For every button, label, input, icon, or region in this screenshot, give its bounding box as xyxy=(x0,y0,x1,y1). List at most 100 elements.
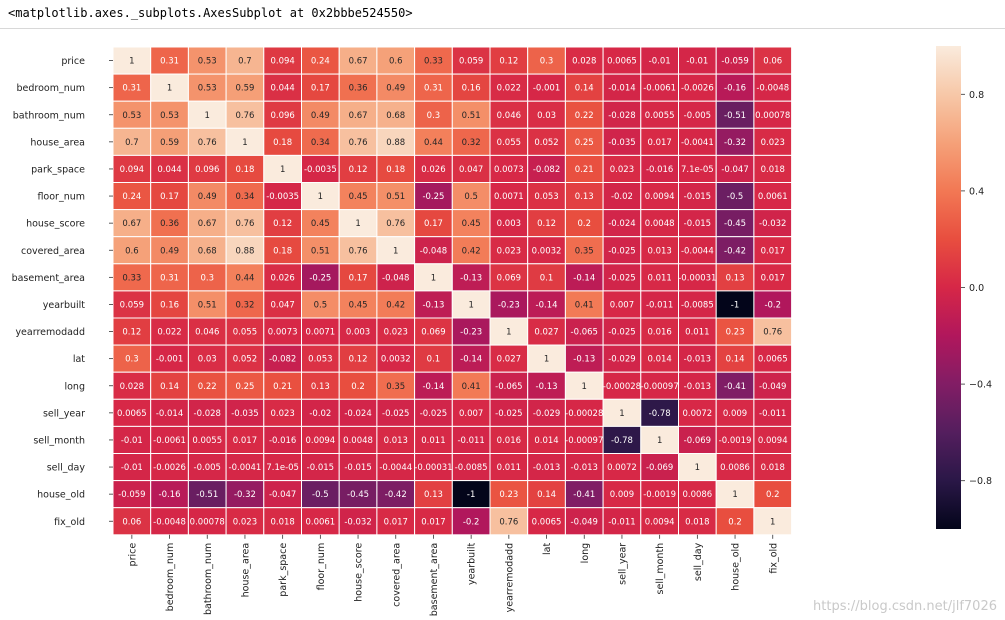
heatmap-cell xyxy=(187,453,227,482)
cell-annotation: -0.02 xyxy=(309,409,331,419)
cell-annotation: 0.013 xyxy=(384,436,408,446)
cell-annotation: 0.51 xyxy=(386,192,405,202)
heatmap-cell xyxy=(112,182,152,211)
cell-annotation: 0.017 xyxy=(421,517,445,527)
heatmap-cell xyxy=(338,290,378,319)
cell-annotation: -0.025 xyxy=(495,409,522,419)
cell-annotation: 1 xyxy=(544,355,549,365)
cell-annotation: 0.33 xyxy=(424,57,443,67)
cell-annotation: 0.2 xyxy=(577,219,591,229)
heatmap-cell xyxy=(678,73,717,102)
heatmap-cell xyxy=(564,182,604,211)
x-tick-label: park_space xyxy=(278,543,289,597)
heatmap-cell xyxy=(150,425,189,454)
x-tick-label: sell_year xyxy=(617,543,628,585)
cell-annotation: 0.0073 xyxy=(268,328,298,338)
x-tick-labels: price bedroom_num bathroom_num house_area pa… xyxy=(127,534,779,616)
cell-annotation: 0.17 xyxy=(349,273,368,283)
cell-annotation: 0.51 xyxy=(311,246,330,256)
heatmap-cell xyxy=(301,317,340,346)
cell-annotation: 0.49 xyxy=(386,84,405,94)
cell-annotation: -0.035 xyxy=(231,409,258,419)
cell-annotation: 0.011 xyxy=(421,436,445,446)
cell-annotation: 1 xyxy=(770,517,775,527)
heatmap-cell xyxy=(338,236,378,265)
heatmap-cell xyxy=(338,100,378,129)
cell-annotation: 0.0048 xyxy=(645,219,675,229)
cell-annotation: 1 xyxy=(732,490,737,500)
cell-annotation: 0.76 xyxy=(198,138,217,148)
heatmap-cell xyxy=(489,209,529,238)
cell-annotation: 0.0032 xyxy=(381,355,411,365)
heatmap-cell xyxy=(263,46,302,75)
cell-annotation: 0.0065 xyxy=(607,57,637,67)
cell-annotation: 0.53 xyxy=(160,111,179,121)
heatmap-cell xyxy=(225,263,265,292)
cell-annotation: 0.51 xyxy=(462,111,481,121)
cell-annotation: -0.16 xyxy=(159,490,181,500)
cell-annotation: 0.023 xyxy=(270,409,294,419)
heatmap-cell xyxy=(753,46,793,75)
heatmap-cell xyxy=(451,480,491,509)
cell-annotation: -0.0044 xyxy=(681,246,714,256)
heatmap-cell xyxy=(150,154,189,183)
cell-annotation: -0.13 xyxy=(536,382,558,392)
heatmap-cell xyxy=(301,236,340,265)
cell-annotation: -0.01 xyxy=(649,57,671,67)
cell-annotation: -0.16 xyxy=(724,84,746,94)
heatmap-cell xyxy=(301,290,340,319)
cell-annotation: 0.1 xyxy=(540,273,554,283)
cell-annotation: 0.023 xyxy=(384,328,408,338)
cell-annotation: 0.14 xyxy=(160,382,179,392)
cell-annotation: 0.0073 xyxy=(494,165,524,175)
cell-annotation: -0.13 xyxy=(573,355,595,365)
cell-annotation: 0.009 xyxy=(723,409,747,419)
y-tick-label: sell_month xyxy=(33,435,85,446)
cell-annotation: -0.082 xyxy=(533,165,560,175)
colorbar-tick-label: −0.4 xyxy=(969,380,992,391)
cell-annotation: -0.001 xyxy=(156,355,183,365)
cell-annotation: 0.059 xyxy=(459,57,483,67)
heatmap-cell xyxy=(715,290,755,319)
heatmap-cell xyxy=(527,182,566,211)
heatmap-cell xyxy=(414,425,453,454)
cell-annotation: 0.017 xyxy=(647,138,671,148)
heatmap-cell xyxy=(301,398,340,427)
cell-annotation: 0.42 xyxy=(386,300,405,310)
cell-annotation: -0.42 xyxy=(724,246,746,256)
cell-annotation: -0.025 xyxy=(382,409,409,419)
cell-annotation: 0.7 xyxy=(238,57,252,67)
cell-annotation: 0.35 xyxy=(575,246,594,256)
cell-annotation: 0.41 xyxy=(462,382,481,392)
x-tick-label: bedroom_num xyxy=(165,543,176,612)
cell-annotation: -0.014 xyxy=(156,409,183,419)
heatmap-cell xyxy=(187,480,227,509)
cell-annotation: 0.096 xyxy=(195,165,219,175)
y-tick-label: fix_old xyxy=(54,517,85,528)
cell-annotation: 0.00078 xyxy=(755,111,790,121)
heatmap-cell xyxy=(602,290,642,319)
cell-annotation: 0.67 xyxy=(198,219,217,229)
cell-annotation: 0.047 xyxy=(459,165,483,175)
heatmap-cell xyxy=(753,371,793,400)
cell-annotation: 0.052 xyxy=(534,138,558,148)
heatmap-cell xyxy=(187,73,227,102)
heatmap-cell xyxy=(678,371,717,400)
heatmap-cell xyxy=(715,100,755,129)
cell-annotation: 0.3 xyxy=(200,273,214,283)
heatmap-cell xyxy=(678,317,717,346)
cell-annotation: -0.14 xyxy=(573,273,595,283)
heatmap-cell xyxy=(715,344,755,373)
heatmap-cell xyxy=(527,344,566,373)
cell-annotation: 0.49 xyxy=(160,246,179,256)
heatmap-cell xyxy=(489,480,529,509)
cell-annotation: 0.3 xyxy=(125,355,139,365)
heatmap-cell xyxy=(150,453,189,482)
cell-annotation: -0.005 xyxy=(194,463,221,473)
cell-annotation: -0.5 xyxy=(312,490,329,500)
heatmap-cell xyxy=(715,236,755,265)
heatmap-cell xyxy=(715,371,755,400)
cell-annotation: 0.007 xyxy=(610,300,634,310)
heatmap-cell xyxy=(414,73,453,102)
cell-annotation: 0.3 xyxy=(540,57,554,67)
